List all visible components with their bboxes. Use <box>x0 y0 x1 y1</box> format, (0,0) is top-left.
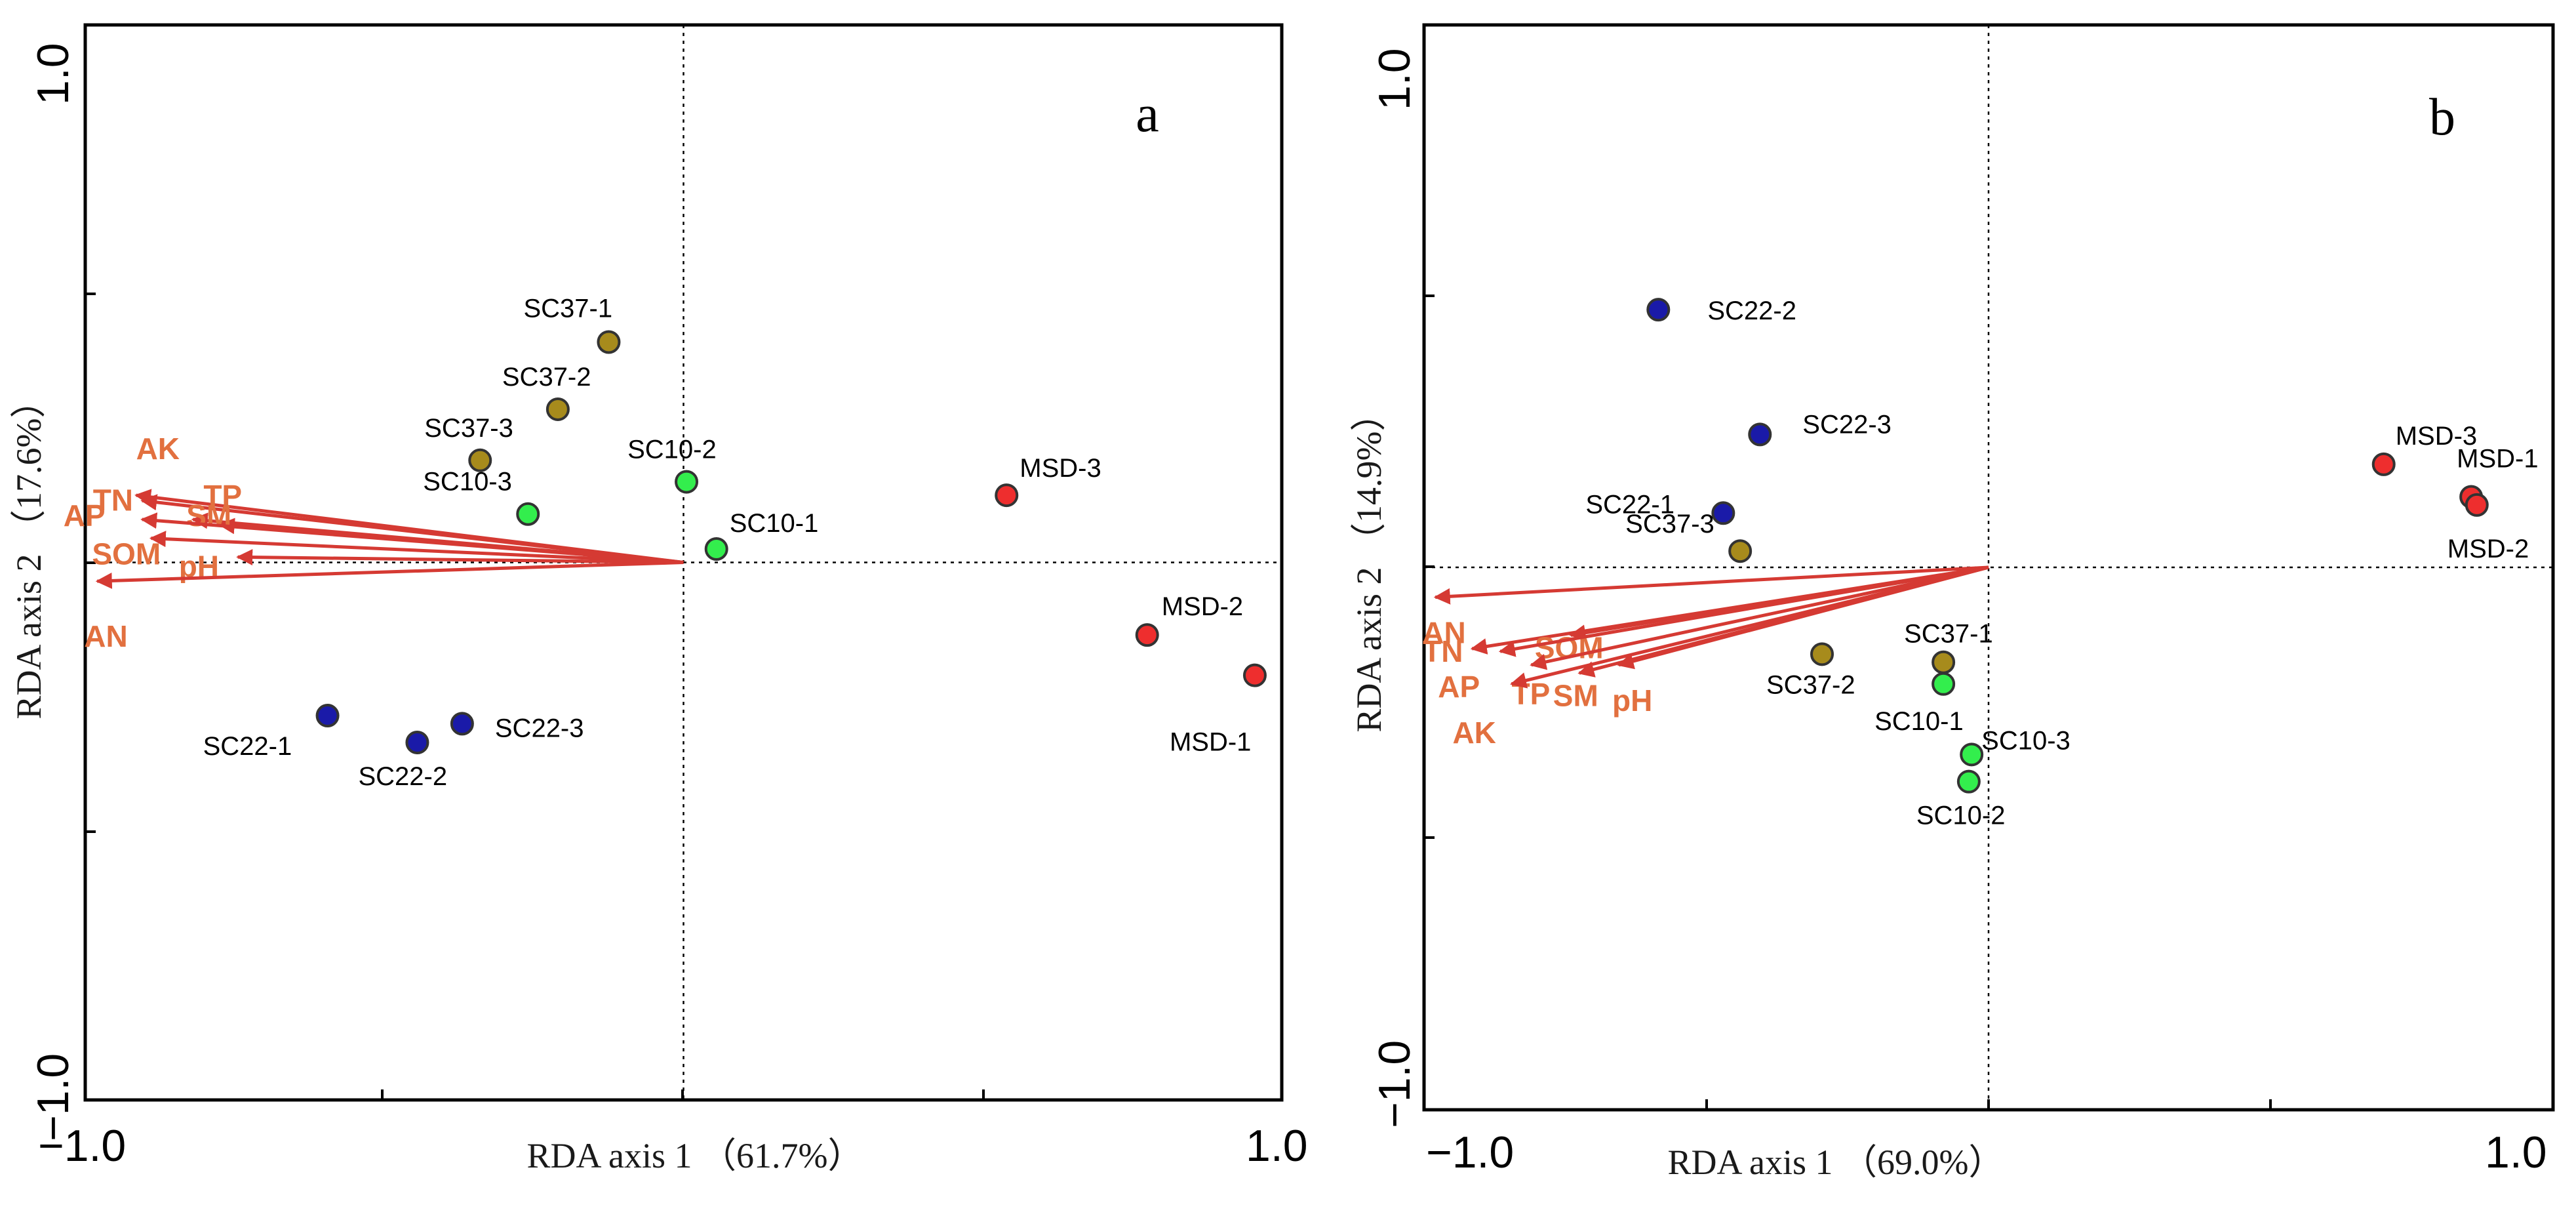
site-point <box>1810 642 1834 666</box>
site-point <box>597 330 621 354</box>
y-tick-label: −1.0 <box>1370 1040 1419 1128</box>
site-point <box>1646 298 1671 322</box>
site-label: SC22-1 <box>1585 490 1674 519</box>
y-tick-label: 1.0 <box>28 43 78 105</box>
site-label: SC37-3 <box>1625 510 1714 538</box>
env-vector-label: TN <box>1423 634 1463 668</box>
env-vector-label: AK <box>1452 716 1496 750</box>
env-vector-label: AP <box>64 498 106 533</box>
site-point <box>1932 672 1956 696</box>
site-label: SC22-3 <box>1802 410 1892 439</box>
site-point <box>2371 452 2396 476</box>
site-label: SC22-2 <box>358 762 447 791</box>
x-tick-label: 1.0 <box>1246 1121 1308 1171</box>
site-point <box>468 448 492 472</box>
env-vector-label: SM <box>1553 678 1598 712</box>
env-vector-arrow <box>1617 565 1989 670</box>
site-point <box>1960 742 1984 767</box>
rda-panel-b: −1.0 1.0 1.0 −1.0 RDA axis 1 （69.0%） RDA axis… <box>1349 23 2555 1182</box>
env-vector-label: AK <box>136 432 180 466</box>
site-label: SC10-1 <box>730 509 819 538</box>
site-point <box>1956 769 1981 794</box>
site-label: MSD-1 <box>1170 728 1251 757</box>
site-point <box>1711 501 1735 525</box>
site-label: SC22-3 <box>495 714 584 742</box>
rda-panel-a: −1.0 1.0 1.0 −1.0 RDA axis 1 （61.7%） RDA axis… <box>9 23 1308 1175</box>
site-label: MSD-3 <box>2396 422 2477 451</box>
site-label: MSD-3 <box>1020 454 1101 483</box>
site-point <box>545 397 570 421</box>
site-point <box>675 470 699 494</box>
env-vector-label: TN <box>93 483 133 517</box>
x-tick-label: 1.0 <box>2485 1127 2547 1177</box>
site-point <box>1242 663 1267 687</box>
x-axis-title: RDA axis 1 （61.7%） <box>527 1136 863 1175</box>
env-vector-label: AP <box>1438 670 1480 704</box>
site-label: SC10-3 <box>1981 726 2071 755</box>
site-label: SC10-1 <box>1874 707 1964 736</box>
site-point <box>1135 623 1159 647</box>
env-vector-arrow <box>1530 565 1989 670</box>
x-tick-label: −1.0 <box>38 1121 126 1171</box>
env-vector-label: AN <box>84 619 127 653</box>
env-vector-label: AN <box>1422 615 1465 649</box>
site-point <box>405 731 429 755</box>
site-label: SC37-2 <box>502 363 591 392</box>
site-point <box>995 483 1019 508</box>
y-axis-title: RDA axis 2 （14.9%） <box>1349 396 1389 733</box>
env-vector-label: pH <box>1612 683 1652 718</box>
env-vector-arrow <box>1498 565 1989 657</box>
env-vector-arrow <box>95 561 684 589</box>
env-vector-label: TP <box>203 479 242 513</box>
site-label: SC37-1 <box>1904 620 1993 649</box>
site-point <box>1748 422 1772 447</box>
env-vector-arrow <box>236 549 684 566</box>
env-vector-arrow <box>140 494 684 564</box>
x-axis-title: RDA axis 1 （69.0%） <box>1668 1143 2004 1182</box>
y-axis-title: RDA axis 2 （17.6%） <box>9 383 49 720</box>
site-point <box>2465 493 2489 517</box>
panel-label: a <box>1136 85 1159 143</box>
env-vector-arrow <box>1433 565 1989 605</box>
site-label: SC10-2 <box>1916 802 2006 830</box>
env-vector-label: SOM <box>92 537 161 571</box>
site-label: SC37-1 <box>523 294 612 323</box>
site-label: MSD-2 <box>2447 535 2529 563</box>
site-label: SC22-1 <box>203 732 292 761</box>
site-label: MSD-1 <box>2457 444 2538 473</box>
site-point <box>450 712 474 736</box>
site-point <box>315 704 340 728</box>
site-label: SC10-2 <box>627 436 717 464</box>
env-vector-arrow <box>149 531 684 564</box>
panel-label: b <box>2429 89 2455 146</box>
y-tick-label: 1.0 <box>1370 48 1419 110</box>
site-point <box>1932 650 1956 674</box>
site-point <box>1728 539 1753 563</box>
x-tick-label: −1.0 <box>1426 1127 1514 1177</box>
site-point <box>516 502 540 526</box>
site-label: SC22-2 <box>1707 296 1796 325</box>
y-tick-label: −1.0 <box>28 1053 78 1141</box>
site-label: SC37-2 <box>1766 670 1855 699</box>
env-vector-arrow <box>140 512 684 564</box>
site-label: SC37-3 <box>424 414 513 443</box>
site-label: MSD-2 <box>1162 592 1243 621</box>
site-label: SC10-3 <box>423 468 512 497</box>
site-point <box>704 537 728 561</box>
